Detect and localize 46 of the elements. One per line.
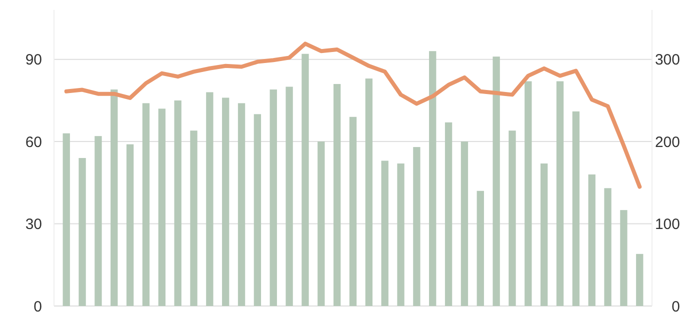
bar <box>254 114 262 306</box>
bar <box>62 133 70 306</box>
bar <box>572 111 580 306</box>
bar <box>222 98 230 306</box>
y-tick-label: 90 <box>25 52 42 69</box>
bar <box>636 254 644 306</box>
bar <box>174 100 182 306</box>
bar <box>94 136 102 306</box>
y2-tick-label: 300 <box>654 52 680 69</box>
line-series <box>64 42 642 189</box>
bar <box>381 160 388 306</box>
bar <box>318 142 325 306</box>
bar <box>190 130 198 306</box>
bar <box>142 103 150 306</box>
bar <box>349 116 357 306</box>
y-tick-label: 30 <box>25 216 42 234</box>
y2-tick-label: 0 <box>672 298 680 316</box>
bar <box>302 54 309 306</box>
y-tick-label: 60 <box>25 134 42 151</box>
bar <box>397 163 404 306</box>
y-tick-label: 0 <box>34 298 42 316</box>
bar <box>492 56 500 306</box>
bar <box>110 89 118 306</box>
bar <box>444 122 452 306</box>
bar <box>508 130 516 306</box>
bar <box>413 147 420 306</box>
bar <box>429 51 436 306</box>
bar <box>365 78 373 306</box>
bar <box>206 92 214 306</box>
bar <box>126 144 134 306</box>
bar <box>286 86 293 306</box>
bar <box>333 84 341 306</box>
bar <box>540 163 548 306</box>
bar <box>620 210 628 306</box>
bar <box>158 108 166 306</box>
bar <box>270 89 277 306</box>
y2-tick-label: 200 <box>654 134 680 151</box>
bar <box>604 188 612 306</box>
bar <box>460 142 468 306</box>
bar <box>524 81 532 306</box>
bar <box>556 81 564 306</box>
bar <box>78 158 86 306</box>
bar <box>476 190 484 306</box>
y2-tick-label: 100 <box>654 216 680 234</box>
bar <box>588 174 596 306</box>
bar <box>238 103 246 306</box>
